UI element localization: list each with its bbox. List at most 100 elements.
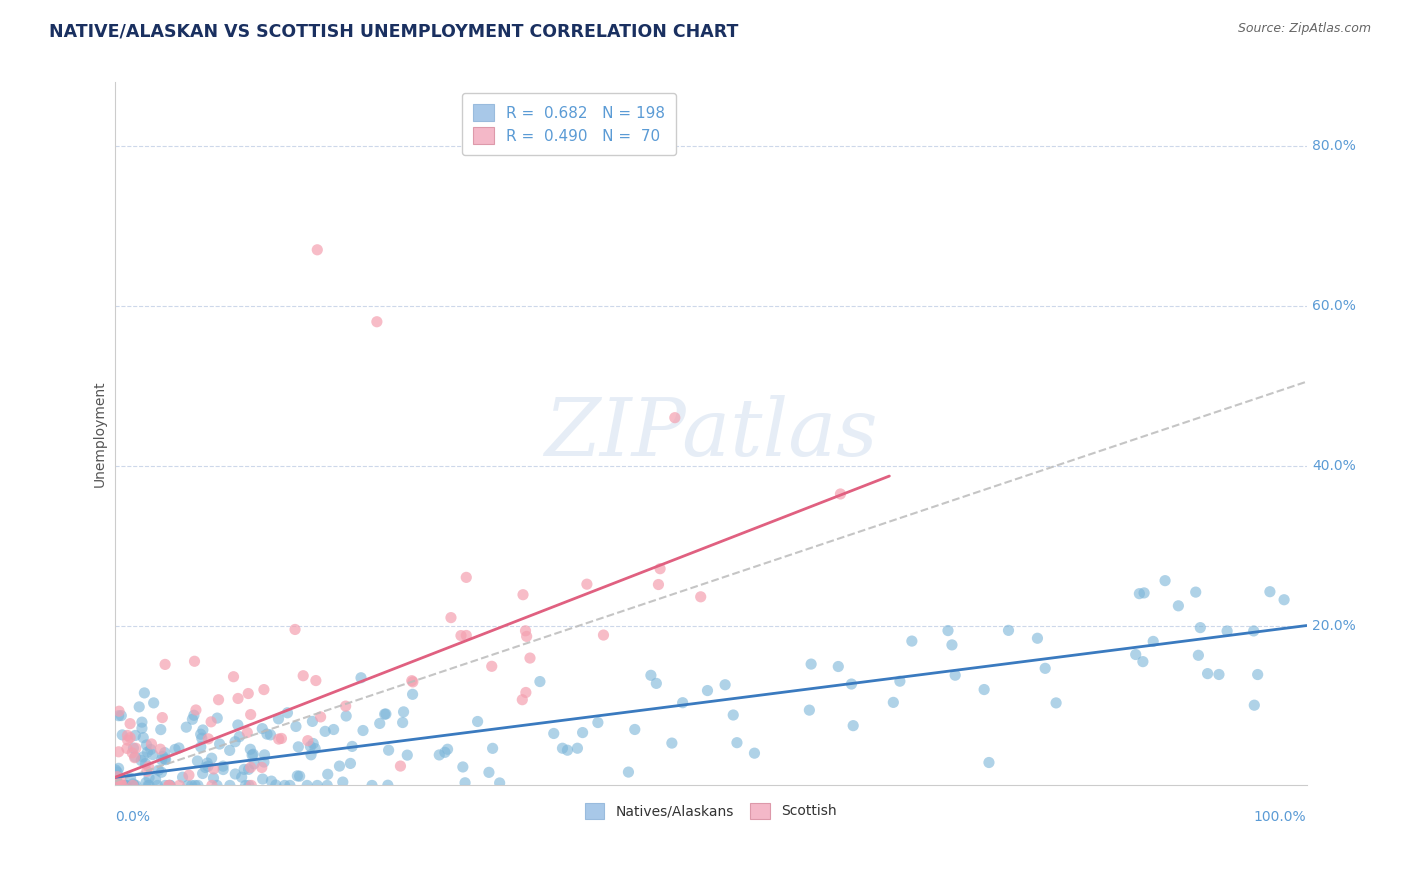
- Point: [128, 699, 150, 714]
- Point: [205, 779, 228, 793]
- Point: [827, 659, 849, 673]
- Point: [723, 708, 745, 723]
- Point: [689, 590, 711, 604]
- Point: [222, 670, 245, 684]
- Point: [187, 779, 209, 793]
- Point: [201, 779, 224, 793]
- Point: [481, 659, 503, 673]
- Point: [451, 760, 474, 774]
- Point: [131, 721, 153, 735]
- Point: [105, 770, 128, 784]
- Point: [181, 712, 204, 726]
- Point: [252, 722, 274, 736]
- Point: [973, 682, 995, 697]
- Point: [977, 756, 1000, 770]
- Point: [842, 719, 865, 733]
- Text: 80.0%: 80.0%: [1312, 139, 1357, 153]
- Point: [145, 772, 167, 787]
- Point: [117, 733, 139, 747]
- Point: [194, 760, 217, 774]
- Point: [567, 741, 589, 756]
- Point: [125, 779, 148, 793]
- Point: [172, 770, 194, 784]
- Point: [250, 760, 273, 774]
- Point: [107, 761, 129, 775]
- Legend: Natives/Alaskans, Scottish: Natives/Alaskans, Scottish: [579, 797, 842, 824]
- Point: [157, 779, 180, 793]
- Point: [623, 723, 645, 737]
- Point: [191, 731, 214, 746]
- Point: [1258, 584, 1281, 599]
- Point: [1272, 592, 1295, 607]
- Point: [392, 705, 415, 719]
- Point: [191, 723, 214, 737]
- Point: [640, 668, 662, 682]
- Point: [124, 728, 146, 742]
- Point: [152, 749, 174, 764]
- Point: [1133, 586, 1156, 600]
- Point: [1026, 632, 1049, 646]
- Point: [110, 708, 132, 723]
- Point: [149, 742, 172, 756]
- Text: 60.0%: 60.0%: [1312, 299, 1357, 313]
- Point: [105, 779, 128, 793]
- Point: [107, 708, 129, 723]
- Point: [105, 773, 128, 788]
- Point: [135, 756, 157, 771]
- Point: [307, 779, 329, 793]
- Point: [240, 748, 263, 763]
- Point: [1154, 574, 1177, 588]
- Point: [571, 725, 593, 739]
- Point: [335, 699, 357, 714]
- Point: [374, 706, 396, 721]
- Point: [368, 716, 391, 731]
- Point: [592, 628, 614, 642]
- Point: [114, 779, 136, 793]
- Point: [169, 779, 191, 793]
- Point: [389, 759, 412, 773]
- Point: [136, 745, 159, 759]
- Point: [150, 753, 173, 767]
- Point: [396, 748, 419, 763]
- Y-axis label: Unemployment: Unemployment: [93, 380, 107, 487]
- Point: [276, 706, 298, 720]
- Point: [122, 741, 145, 756]
- Point: [339, 756, 361, 771]
- Point: [889, 674, 911, 689]
- Point: [297, 733, 319, 747]
- Point: [402, 674, 425, 689]
- Point: [135, 738, 157, 752]
- Point: [941, 638, 963, 652]
- Point: [120, 771, 142, 785]
- Point: [132, 750, 155, 764]
- Point: [882, 695, 904, 709]
- Point: [184, 779, 207, 793]
- Point: [111, 728, 134, 742]
- Point: [105, 764, 128, 779]
- Point: [207, 692, 229, 706]
- Point: [515, 685, 537, 699]
- Point: [138, 771, 160, 785]
- Point: [332, 775, 354, 789]
- Point: [299, 747, 322, 762]
- Point: [231, 770, 253, 784]
- Point: [288, 769, 311, 783]
- Point: [122, 779, 145, 793]
- Point: [301, 714, 323, 729]
- Point: [136, 779, 159, 793]
- Text: 40.0%: 40.0%: [1312, 458, 1357, 473]
- Point: [121, 779, 143, 793]
- Point: [256, 727, 278, 741]
- Point: [150, 765, 173, 780]
- Point: [328, 759, 350, 773]
- Point: [138, 779, 160, 793]
- Point: [617, 765, 640, 780]
- Point: [278, 779, 301, 793]
- Point: [135, 775, 157, 789]
- Point: [1045, 696, 1067, 710]
- Point: [114, 779, 136, 793]
- Point: [253, 755, 276, 769]
- Point: [901, 634, 924, 648]
- Point: [259, 728, 281, 742]
- Point: [190, 739, 212, 754]
